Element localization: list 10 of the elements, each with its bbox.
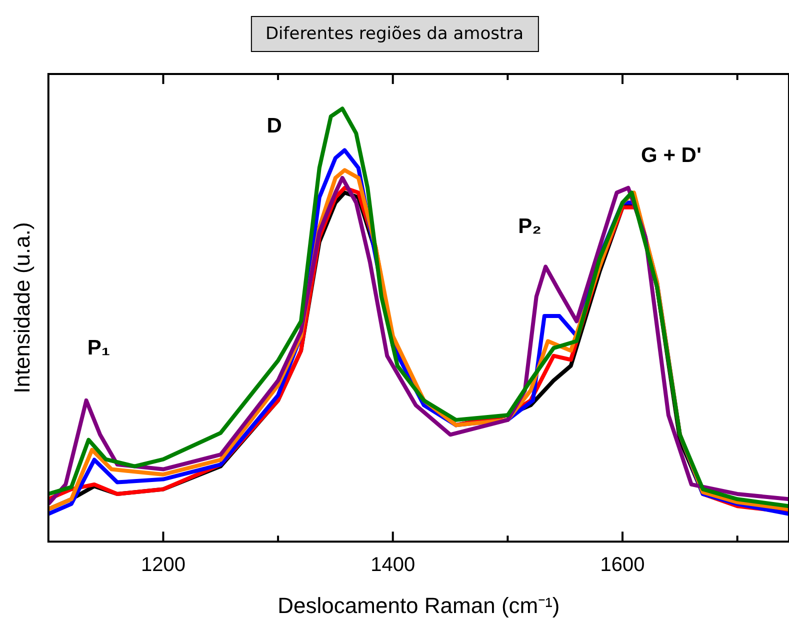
- x-tick-label: 1400: [370, 554, 416, 576]
- y-axis-title: Intensidade (u.a.): [9, 222, 34, 394]
- annotation: P₁: [87, 336, 110, 360]
- x-axis-title: Deslocamento Raman (cm⁻¹): [278, 592, 560, 618]
- x-tick-label: 1200: [140, 554, 186, 576]
- annotation: D: [266, 114, 282, 138]
- annotation: G + D': [641, 144, 702, 167]
- chart-title: Diferentes regiões da amostra: [250, 16, 539, 52]
- x-tick-label: 1600: [600, 554, 645, 576]
- annotation: P₂: [518, 214, 542, 238]
